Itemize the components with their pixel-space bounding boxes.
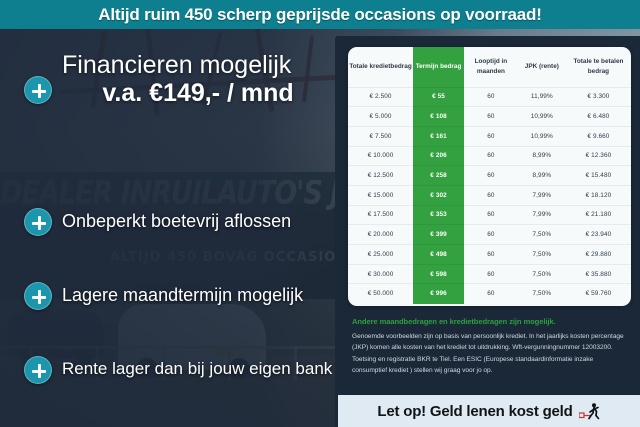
table-row: € 20.000 € 399 60 7,50% € 23.940 [348, 224, 631, 245]
headline-line-1: Financieren mogelijk [62, 51, 292, 79]
table-cell: 60 [464, 204, 518, 225]
table-cell: 60 [464, 263, 518, 284]
table-row: € 25.000 € 498 60 7,50% € 29.880 [348, 244, 631, 265]
table-cell: 60 [464, 244, 518, 265]
table-cell: € 35.880 [565, 263, 631, 284]
table-cell: 7,50% [517, 224, 566, 245]
disclaimer-title: Andere maandbedragen en kredietbedragen … [352, 317, 556, 326]
table-cell: € 25.000 [348, 244, 414, 265]
table-cell: € 21.180 [565, 204, 631, 225]
table-cell: 7,99% [517, 184, 566, 206]
disclaimer-body: Genoemde voorbeelden zijn op basis van p… [352, 333, 624, 374]
table-cell: 11,99% [517, 86, 566, 107]
credit-warning-bar: Let op! Geld lenen kost geld [338, 395, 640, 427]
plus-icon [24, 282, 52, 310]
table-cell: € 30.000 [348, 263, 414, 284]
table-cell: € 17.500 [348, 204, 414, 225]
table-cell: 10,99% [517, 106, 566, 127]
table-cell: € 598 [413, 263, 465, 284]
top-banner-text: Altijd ruim 450 scherp geprijsde occasio… [98, 4, 542, 24]
plus-icon [24, 356, 52, 384]
table-cell: 60 [464, 224, 518, 245]
column-header-total-payable: Totale te betalen bedrag [573, 58, 624, 75]
table-cell: 7,50% [517, 244, 566, 265]
table-cell: 8,99% [517, 165, 566, 186]
table-cell: € 50.000 [348, 283, 414, 304]
promo-bullet-3: Rente lager dan bij jouw eigen bank [62, 359, 333, 378]
table-row: € 17.500 € 353 60 7,99% € 21.180 [348, 204, 631, 225]
column-header-total-credit: Totale kredietbedrag [349, 63, 412, 71]
promo-bullet-2: Lagere maandtermijn mogelijk [62, 285, 304, 305]
table-cell: € 5.000 [348, 106, 414, 127]
table-cell: € 353 [413, 204, 465, 225]
table-cell: € 498 [413, 244, 465, 265]
table-cell: € 996 [413, 283, 465, 304]
table-row: € 30.000 € 598 60 7,50% € 35.880 [348, 263, 631, 284]
top-banner: Altijd ruim 450 scherp geprijsde occasio… [0, 0, 640, 29]
table-cell: 60 [464, 86, 518, 107]
table-row: € 12.500 € 258 60 8,99% € 15.480 [348, 165, 631, 186]
table-cell: € 399 [413, 224, 465, 245]
plus-icon [24, 76, 52, 104]
table-row: € 50.000 € 996 60 7,50% € 59.760 [348, 283, 631, 304]
table-cell: 8,99% [517, 145, 566, 166]
table-cell: € 29.880 [565, 244, 631, 265]
table-cell: 7,50% [517, 283, 566, 304]
table-cell: 60 [464, 106, 518, 127]
table-cell: € 23.940 [565, 224, 631, 245]
table-row: € 10.000 € 206 60 8,99% € 12.360 [348, 145, 631, 166]
loan-rates-body: € 2.500 € 55 60 11,99% € 3.300 € 5.000 € 108 60… [348, 86, 631, 304]
table-cell: € 302 [413, 184, 465, 206]
running-man-icon [578, 402, 599, 419]
table-cell: € 12.360 [565, 145, 631, 166]
table-cell: € 59.760 [565, 283, 631, 304]
table-cell: € 206 [413, 145, 465, 166]
table-cell: € 15.000 [348, 184, 414, 206]
table-cell: 60 [464, 145, 518, 166]
table-row: € 7.500 € 161 60 10,99% € 9.660 [348, 125, 631, 147]
table-cell: € 10.000 [348, 145, 414, 166]
headline-line-2: v.a. €149,- / mnd [102, 79, 294, 107]
table-cell: € 18.120 [565, 184, 631, 206]
table-cell: 60 [464, 283, 518, 304]
table-cell: 60 [464, 125, 518, 147]
table-cell: € 3.300 [565, 86, 631, 107]
table-cell: € 20.000 [348, 224, 414, 245]
table-cell: € 55 [413, 86, 465, 107]
table-cell: € 15.480 [565, 165, 631, 186]
column-header-duration: Looptijd in maanden [474, 58, 508, 75]
table-cell: € 7.500 [348, 125, 414, 147]
table-cell: € 12.500 [348, 165, 414, 186]
promo-bullet-1: Onbeperkt boetevrij aflossen [62, 211, 292, 231]
table-row: € 5.000 € 108 60 10,99% € 6.480 [348, 106, 631, 127]
table-cell: € 2.500 [348, 86, 414, 107]
table-cell: 7,99% [517, 204, 566, 225]
table-row: € 2.500 € 55 60 11,99% € 3.300 [348, 86, 631, 107]
table-cell: € 161 [413, 125, 465, 147]
table-cell: € 9.660 [565, 125, 631, 147]
table-cell: € 6.480 [565, 106, 631, 127]
column-header-rate: JPK (rente) [524, 63, 559, 71]
table-cell: 10,99% [517, 125, 566, 147]
table-cell: 60 [464, 165, 518, 186]
table-cell: 7,50% [517, 263, 566, 284]
table-row: € 15.000 € 302 60 7,99% € 18.120 [348, 184, 631, 206]
table-cell: € 108 [413, 106, 465, 127]
table-cell: € 258 [413, 165, 465, 186]
table-header-row: Totale kredietbedrag Termijn bedrag Loop… [348, 47, 631, 87]
column-header-installment: Termijn bedrag [413, 47, 465, 87]
promo-headline: Financieren mogelijk v.a. €149,- / mnd [62, 51, 342, 107]
credit-warning-text: Let op! Geld lenen kost geld [377, 402, 573, 420]
plus-icon [24, 208, 52, 236]
loan-rates-table: Totale kredietbedrag Termijn bedrag Loop… [348, 47, 631, 304]
promo-column: Financieren mogelijk v.a. €149,- / mnd O… [0, 29, 348, 427]
rates-card: Totale kredietbedrag Termijn bedrag Loop… [348, 47, 631, 306]
table-cell: 60 [464, 184, 518, 206]
